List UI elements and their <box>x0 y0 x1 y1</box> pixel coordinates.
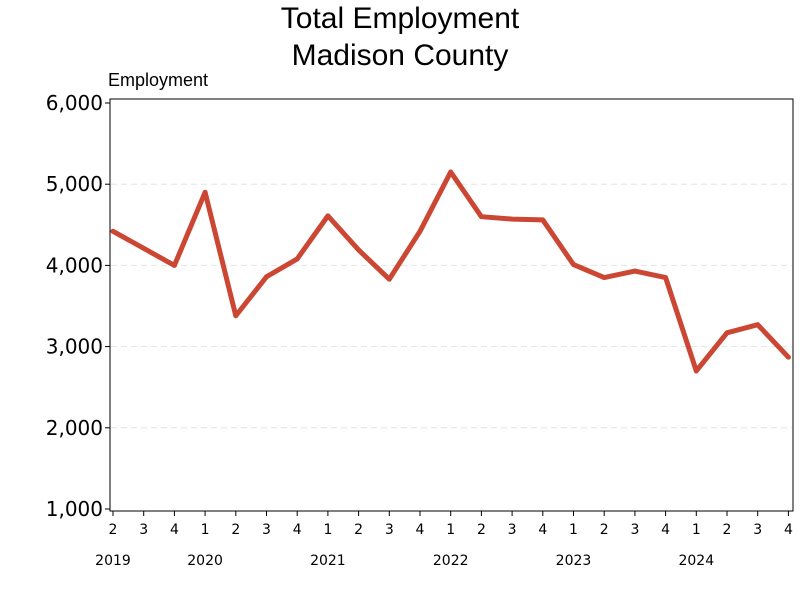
x-tick-label: 2 <box>109 522 118 538</box>
x-tick-label: 2 <box>477 522 486 538</box>
data-point <box>110 228 116 234</box>
x-tick-label: 4 <box>784 522 793 538</box>
series-layer <box>110 169 791 374</box>
data-point <box>540 217 546 223</box>
plot-frame <box>109 98 794 512</box>
x-tick-label: 1 <box>446 522 455 538</box>
y-tick-label: 6,000 <box>46 91 103 115</box>
x-axis: 2 3 4 1 2 3 4 1 2 3 4 1 2 3 4 1 2 3 4 1 2 3 4 2019 2020 2021 2022 2… <box>95 511 793 569</box>
x-tick-label: 1 <box>692 522 701 538</box>
y-tick-label: 2,000 <box>46 416 103 440</box>
chart-title: Total Employment <box>280 2 520 35</box>
data-point <box>786 354 791 360</box>
data-point <box>755 322 761 328</box>
y-tick-label: 5,000 <box>46 172 103 196</box>
x-tick-label: 3 <box>630 522 639 538</box>
x-tick-label: 1 <box>323 522 332 538</box>
x-tick-label: 2 <box>354 522 363 538</box>
x-year-label: 2023 <box>556 553 592 569</box>
data-point <box>356 247 361 253</box>
data-point <box>141 245 147 251</box>
data-point <box>202 189 208 195</box>
x-tick-label: 1 <box>201 522 210 538</box>
x-tick-label: 3 <box>508 522 517 538</box>
data-point <box>571 262 576 267</box>
x-tick-label: 4 <box>661 522 670 538</box>
x-tick-label: 3 <box>139 522 148 538</box>
x-tick-label: 4 <box>293 522 302 538</box>
data-point <box>386 276 392 282</box>
data-point <box>479 214 484 220</box>
x-tick-label: 4 <box>416 522 425 538</box>
data-point <box>264 274 269 280</box>
data-point <box>724 330 730 336</box>
data-point <box>509 216 515 222</box>
y-axis-label: Employment <box>108 70 208 90</box>
data-point <box>172 263 177 268</box>
x-tick-label: 3 <box>262 522 271 538</box>
data-point <box>417 228 423 234</box>
data-point <box>325 213 331 219</box>
y-tick-label: 1,000 <box>46 497 103 521</box>
x-year-label: 2019 <box>95 553 131 569</box>
x-tick-label: 3 <box>753 522 762 538</box>
x-tick-label: 1 <box>569 522 578 538</box>
chart-subtitle: Madison County <box>291 39 509 72</box>
x-year-label: 2020 <box>187 553 223 569</box>
data-point <box>448 169 454 175</box>
data-point <box>663 275 668 280</box>
x-tick-label: 2 <box>723 522 732 538</box>
data-point <box>632 268 638 274</box>
y-axis: 1,000 2,000 3,000 4,000 5,000 6,000 <box>46 91 110 521</box>
x-year-label: 2024 <box>678 553 714 569</box>
x-year-label: 2022 <box>433 553 469 569</box>
y-tick-label: 4,000 <box>46 253 103 277</box>
x-tick-label: 2 <box>231 522 240 538</box>
data-point <box>601 275 607 280</box>
x-tick-label: 4 <box>538 522 547 538</box>
data-point <box>294 256 300 262</box>
x-year-label: 2021 <box>310 553 346 569</box>
data-point <box>233 313 239 319</box>
x-tick-label: 4 <box>170 522 179 538</box>
x-tick-label: 3 <box>385 522 394 538</box>
x-tick-label: 2 <box>600 522 609 538</box>
data-point <box>693 368 699 374</box>
employment-series-line <box>110 169 791 374</box>
y-tick-label: 3,000 <box>46 335 103 359</box>
